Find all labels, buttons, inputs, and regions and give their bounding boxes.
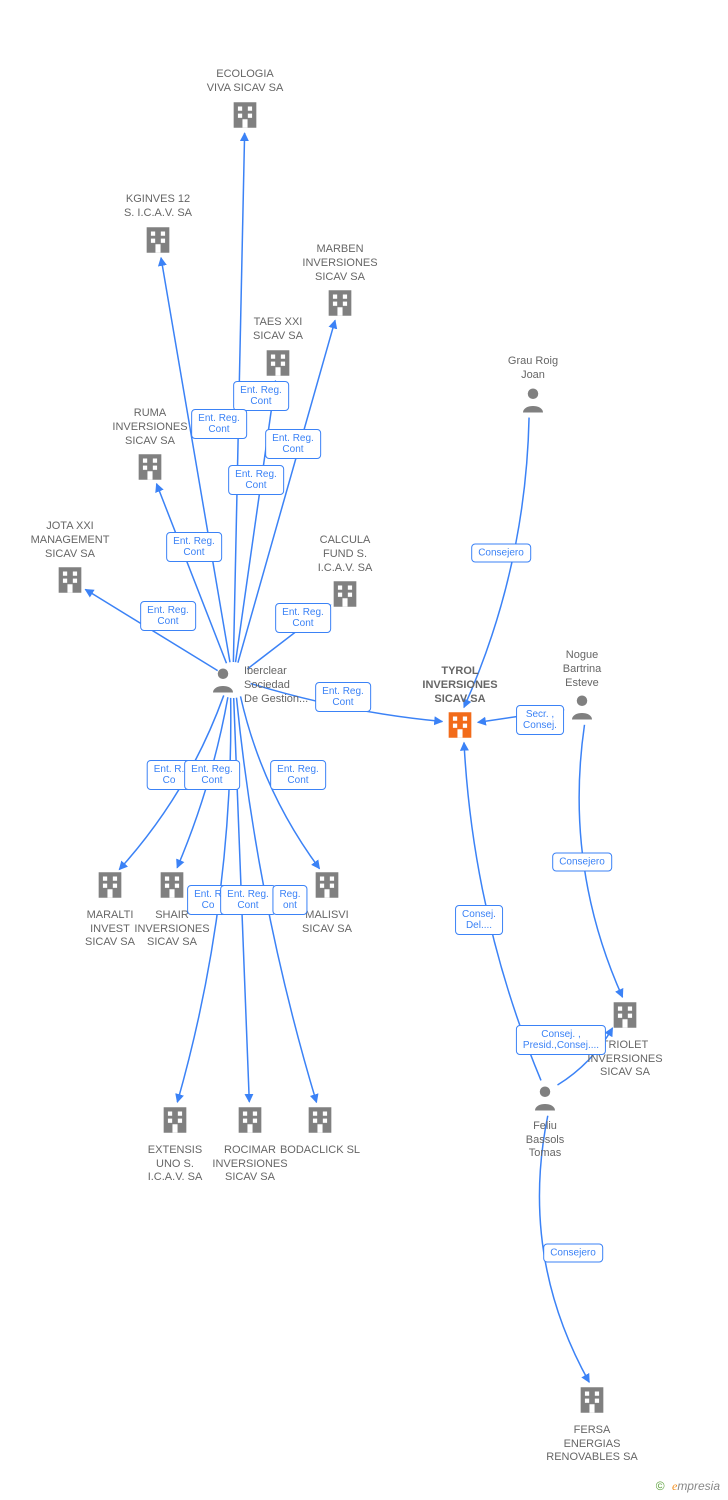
- node-grau[interactable]: Grau Roig Joan: [478, 355, 588, 419]
- node-label: TYROL INVERSIONES SICAV SA: [405, 665, 515, 706]
- node-label: CALCULA FUND S. I.C.A.V. SA: [290, 534, 400, 575]
- node-label: BODACLICK SL: [265, 1144, 375, 1158]
- building-icon: [141, 223, 175, 257]
- edge-label: Consej. , Presid.,Consej....: [516, 1025, 606, 1055]
- node-label: JOTA XXI MANAGEMENT SICAV SA: [15, 520, 125, 561]
- edge-label: Reg. ont: [272, 885, 307, 915]
- edge-label: Ent. Reg. Cont: [191, 409, 247, 439]
- node-marben[interactable]: MARBEN INVERSIONES SICAV SA: [285, 243, 395, 325]
- edge-label: Ent. Reg. Cont: [184, 760, 240, 790]
- footer-brand: © empresia: [656, 1479, 720, 1494]
- person-icon: [518, 385, 548, 415]
- edge-label: Ent. Reg. Cont: [140, 601, 196, 631]
- edge-label: Ent. Reg. Cont: [275, 603, 331, 633]
- building-icon: [443, 708, 477, 742]
- building-icon: [575, 1383, 609, 1417]
- person-icon: [567, 692, 597, 722]
- node-bodaclick[interactable]: BODACLICK SL: [265, 1103, 375, 1158]
- building-icon: [228, 98, 262, 132]
- building-icon: [233, 1103, 267, 1137]
- node-label: MARBEN INVERSIONES SICAV SA: [285, 243, 395, 284]
- node-label: FERSA ENERGIAS RENOVABLES SA: [537, 1424, 647, 1465]
- person-icon: [208, 665, 238, 695]
- node-jota[interactable]: JOTA XXI MANAGEMENT SICAV SA: [15, 520, 125, 602]
- node-tyrol[interactable]: TYROL INVERSIONES SICAV SA: [405, 665, 515, 747]
- edge-label: Consejero: [552, 853, 612, 872]
- building-icon: [303, 1103, 337, 1137]
- node-ruma[interactable]: RUMA INVERSIONES SICAV SA: [95, 407, 205, 489]
- copyright-symbol: ©: [656, 1479, 665, 1493]
- building-icon: [53, 563, 87, 597]
- edge-label: Secr. , Consej.: [516, 705, 564, 735]
- edge: [157, 484, 227, 663]
- edge-label: Consejero: [471, 544, 531, 563]
- node-label: KGINVES 12 S. I.C.A.V. SA: [103, 193, 213, 221]
- node-kginves[interactable]: KGINVES 12 S. I.C.A.V. SA: [103, 193, 213, 261]
- edge-label: Consejero: [543, 1244, 603, 1263]
- node-label: Feliu Bassols Tomas: [490, 1120, 600, 1161]
- building-icon: [158, 1103, 192, 1137]
- edge-label: Ent. Reg. Cont: [270, 760, 326, 790]
- node-taes[interactable]: TAES XXI SICAV SA: [223, 316, 333, 384]
- edge-label: Ent. Reg. Cont: [166, 532, 222, 562]
- brand-rest: mpresia: [677, 1479, 720, 1493]
- building-icon: [155, 868, 189, 902]
- edge-label: Ent. Reg. Cont: [220, 885, 276, 915]
- node-ecologia[interactable]: ECOLOGIA VIVA SICAV SA: [190, 68, 300, 136]
- node-label: RUMA INVERSIONES SICAV SA: [95, 407, 205, 448]
- node-feliu[interactable]: Feliu Bassols Tomas: [490, 1083, 600, 1161]
- node-label: TAES XXI SICAV SA: [223, 316, 333, 344]
- edge-label: Ent. Reg. Cont: [265, 429, 321, 459]
- node-label: Iberclear Sociedad De Gestion...: [244, 665, 308, 706]
- edge-label: Ent. Reg. Cont: [228, 465, 284, 495]
- edge-label: Consej. Del....: [455, 905, 503, 935]
- person-icon: [530, 1083, 560, 1113]
- building-icon: [310, 868, 344, 902]
- node-label: Grau Roig Joan: [478, 355, 588, 383]
- building-icon: [261, 346, 295, 380]
- building-icon: [133, 450, 167, 484]
- node-label: ECOLOGIA VIVA SICAV SA: [190, 68, 300, 96]
- building-icon: [328, 577, 362, 611]
- node-fersa[interactable]: FERSA ENERGIAS RENOVABLES SA: [537, 1383, 647, 1465]
- edge-label: Ent. Reg. Cont: [233, 381, 289, 411]
- node-label: Nogue Bartrina Esteve: [527, 649, 637, 690]
- edge-label: Ent. Reg. Cont: [315, 682, 371, 712]
- building-icon: [608, 998, 642, 1032]
- edge: [464, 418, 529, 708]
